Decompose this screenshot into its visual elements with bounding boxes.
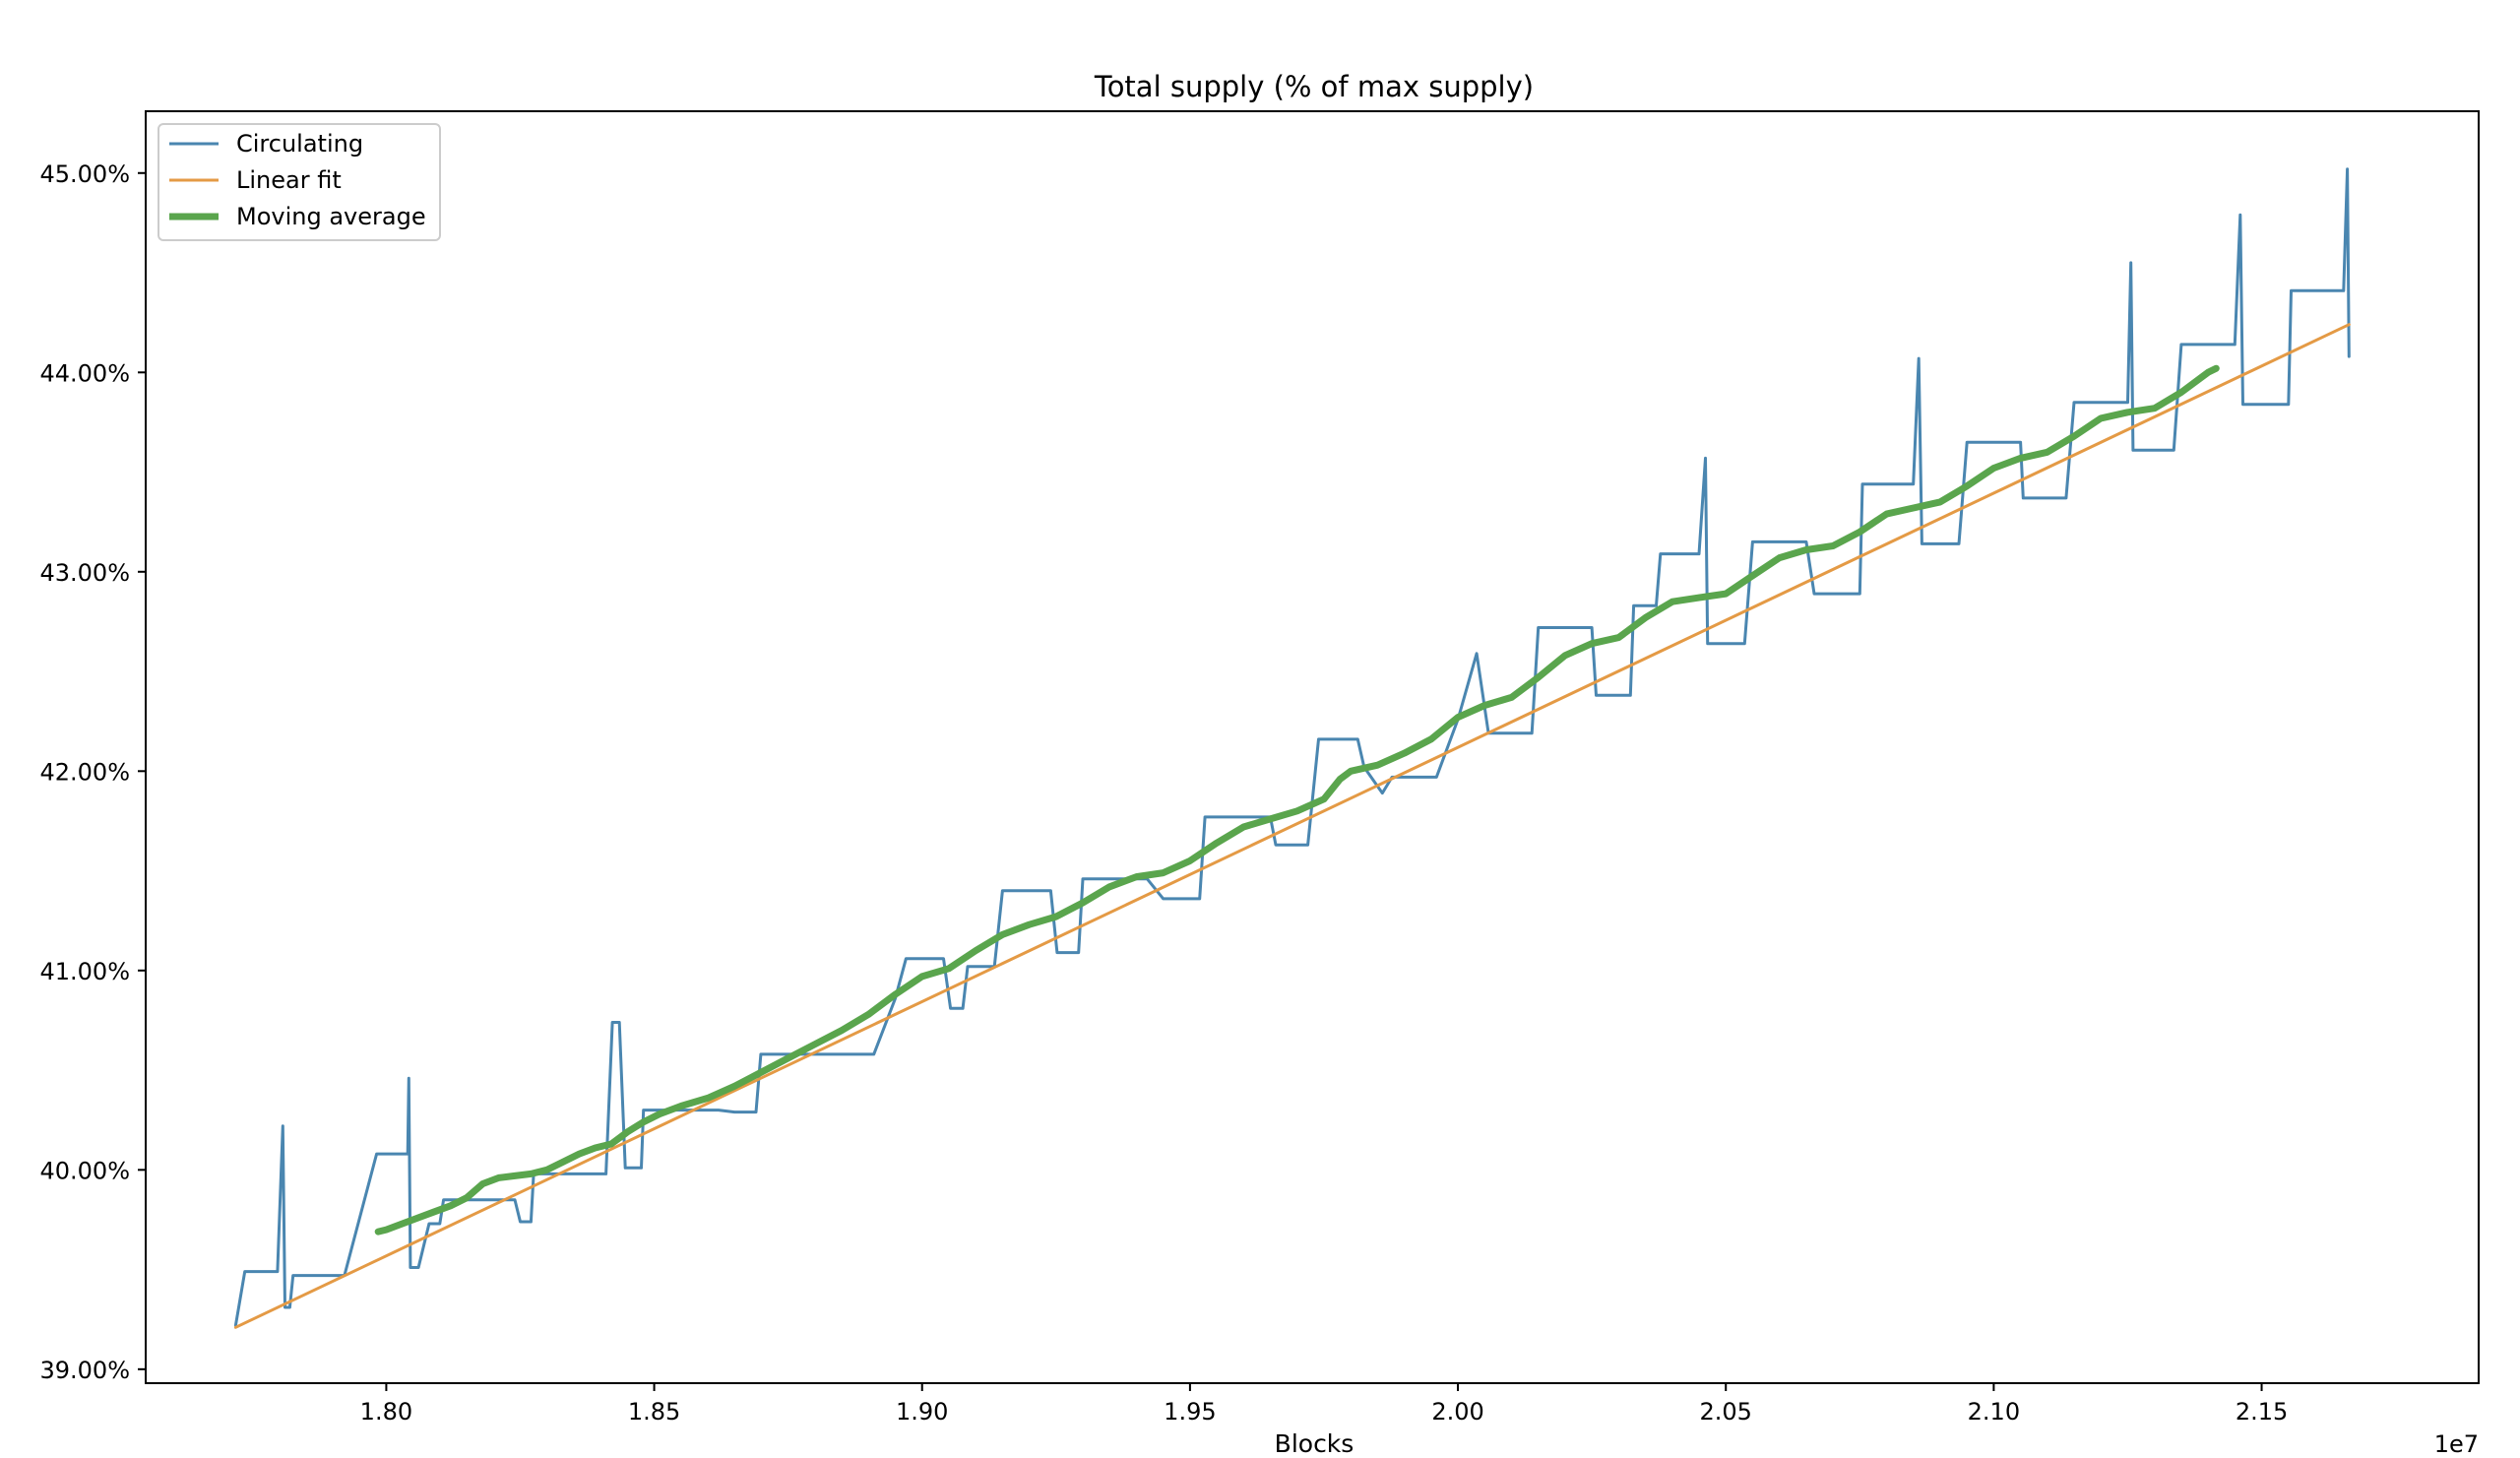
- plot-frame: [145, 110, 2480, 1384]
- series-line-circulating: [233, 167, 2351, 1327]
- x-tick-label: 2.15: [2236, 1398, 2288, 1426]
- x-tick-label: 1.85: [628, 1398, 680, 1426]
- series-line-moving-average: [374, 364, 2220, 1236]
- y-axis: 39.00% 40.00% 41.00% 42.00% 43.00% 44.00% 45.0…: [39, 160, 146, 1384]
- x-tick-label: 1.90: [896, 1398, 948, 1426]
- x-tick-label: 2.00: [1431, 1398, 1483, 1426]
- legend-label-circulating: Circulating: [236, 130, 363, 158]
- legend-label-moving-average: Moving average: [236, 203, 426, 230]
- y-tick-label: 44.00%: [39, 359, 130, 387]
- y-tick-label: 45.00%: [39, 160, 130, 188]
- x-tick-label: 1.80: [360, 1398, 412, 1426]
- y-tick-label: 39.00%: [39, 1357, 130, 1384]
- y-tick-label: 41.00%: [39, 958, 130, 985]
- legend-box: [158, 123, 441, 241]
- x-tick-label: 2.05: [1700, 1398, 1752, 1426]
- y-tick-label: 43.00%: [39, 559, 130, 587]
- series-line-linear-fit: [233, 323, 2351, 1329]
- x-tick-label: 2.10: [1968, 1398, 2020, 1426]
- y-tick-label: 40.00%: [39, 1157, 130, 1184]
- legend-label-linear-fit: Linear fit: [236, 166, 342, 194]
- x-offset-label: 1e7: [2434, 1430, 2479, 1458]
- x-axis: 1.80 1.85 1.90 1.95 2.00 2.05 2.10 2.15: [360, 1383, 2288, 1426]
- x-tick-label: 1.95: [1164, 1398, 1216, 1426]
- legend: Circulating Linear fit Moving average: [158, 123, 441, 241]
- series-layer: [233, 167, 2351, 1329]
- x-axis-label: Blocks: [1275, 1429, 1354, 1458]
- y-tick-label: 42.00%: [39, 758, 130, 786]
- chart-title: Total supply (% of max supply): [1094, 70, 1534, 103]
